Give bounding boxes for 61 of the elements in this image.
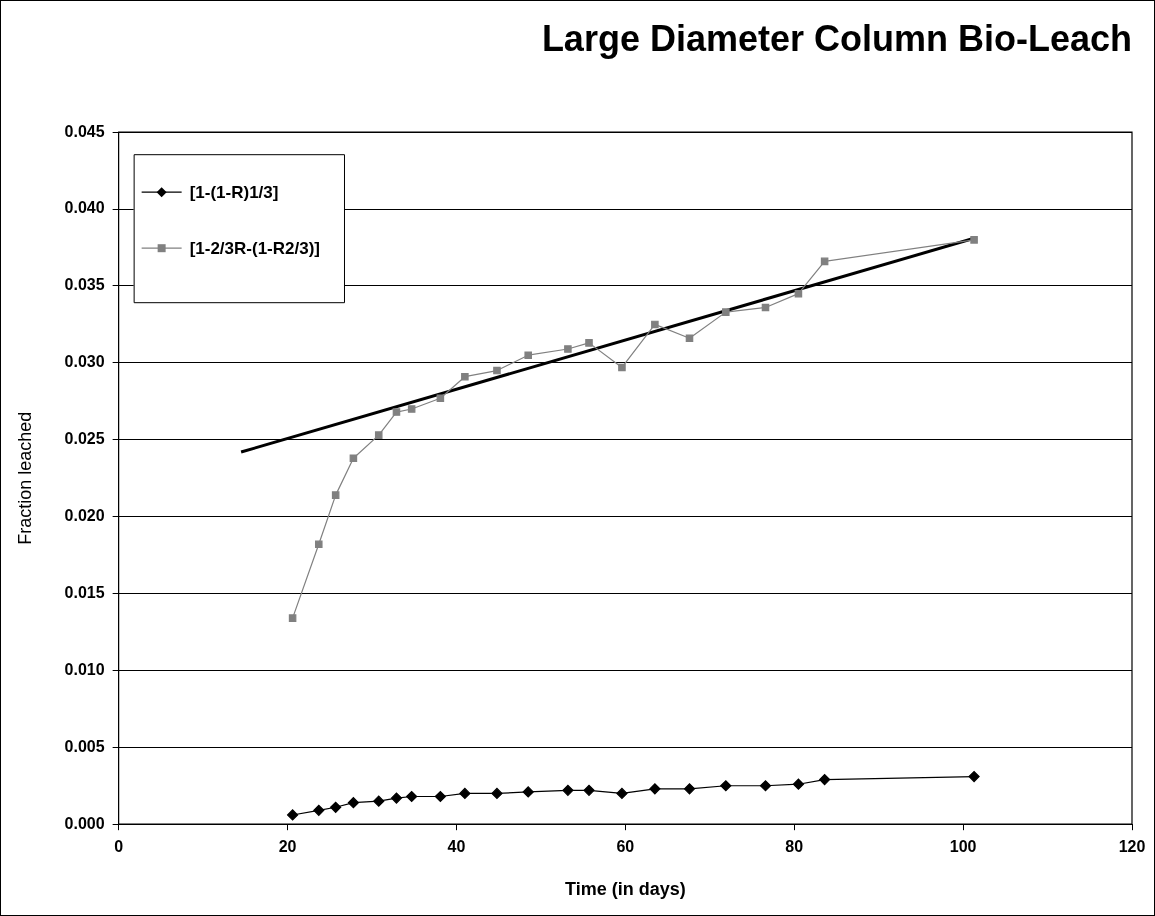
x-tick-label: 40 bbox=[447, 838, 466, 856]
point bbox=[349, 454, 358, 462]
x-tick-label: 100 bbox=[949, 838, 977, 856]
point bbox=[583, 784, 595, 796]
point bbox=[315, 540, 323, 549]
point bbox=[522, 786, 534, 798]
x-tick-label: 120 bbox=[1118, 838, 1146, 856]
point bbox=[331, 491, 340, 499]
y-axis-title: Fraction leached bbox=[14, 411, 35, 545]
point bbox=[374, 431, 383, 439]
y-tick-label: 0.005 bbox=[64, 737, 105, 755]
point bbox=[683, 783, 696, 795]
point bbox=[407, 405, 416, 413]
x-axis-title: Time (in days) bbox=[564, 879, 686, 900]
point bbox=[720, 780, 732, 792]
point bbox=[524, 351, 532, 359]
point bbox=[968, 770, 980, 783]
point bbox=[288, 614, 297, 622]
point bbox=[287, 809, 299, 821]
y-tick-label: 0.020 bbox=[64, 507, 105, 525]
point bbox=[406, 790, 418, 803]
point bbox=[493, 366, 501, 375]
point bbox=[562, 784, 574, 796]
x-tick-label: 0 bbox=[114, 838, 124, 856]
point bbox=[649, 783, 661, 795]
legend-label: [1-(1-R)1/3] bbox=[189, 182, 279, 202]
point bbox=[313, 804, 325, 816]
point bbox=[685, 334, 694, 343]
point bbox=[347, 797, 359, 809]
point bbox=[373, 795, 385, 807]
y-tick-label: 0.035 bbox=[64, 276, 105, 294]
point bbox=[392, 408, 401, 416]
point bbox=[792, 778, 805, 790]
point bbox=[819, 774, 831, 786]
x-tick-label: 80 bbox=[785, 838, 804, 856]
y-tick-label: 0.000 bbox=[64, 814, 105, 832]
point bbox=[434, 790, 446, 803]
point bbox=[616, 787, 628, 800]
point bbox=[759, 780, 772, 792]
point bbox=[722, 308, 730, 316]
y-tick-label: 0.040 bbox=[64, 199, 105, 217]
y-tick-label: 0.010 bbox=[64, 660, 105, 678]
x-tick-label: 60 bbox=[616, 838, 635, 856]
y-tick-label: 0.045 bbox=[64, 122, 105, 140]
chart-title: Large Diameter Column Bio-Leach bbox=[541, 17, 1132, 59]
point bbox=[330, 801, 342, 813]
point bbox=[390, 792, 403, 804]
point bbox=[564, 345, 572, 353]
point bbox=[491, 787, 503, 800]
x-tick-label: 20 bbox=[278, 838, 297, 856]
legend-label: [1-2/3R-(1-R2/3)] bbox=[189, 238, 320, 258]
point bbox=[436, 394, 445, 403]
y-tick-label: 0.015 bbox=[64, 583, 105, 601]
point bbox=[651, 320, 659, 329]
point bbox=[585, 339, 593, 347]
point bbox=[618, 363, 626, 372]
point bbox=[461, 372, 469, 381]
y-tick-label: 0.030 bbox=[64, 353, 105, 371]
y-tick-label: 0.025 bbox=[64, 430, 105, 448]
point bbox=[970, 236, 978, 244]
point bbox=[459, 787, 471, 800]
